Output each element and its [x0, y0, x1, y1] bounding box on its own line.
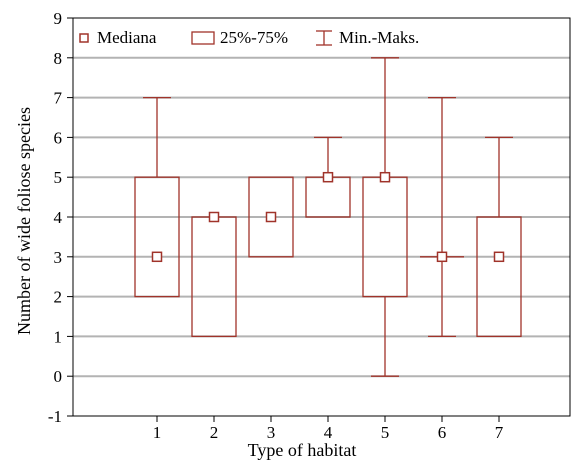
box-group	[248, 176, 294, 258]
y-tick-label: 5	[54, 168, 63, 187]
iqr-box	[362, 176, 408, 298]
box-group	[134, 96, 180, 298]
median-marker	[265, 211, 277, 223]
median-marker	[322, 171, 334, 183]
x-tick-label: 4	[324, 423, 333, 442]
y-tick-label: 2	[54, 288, 63, 307]
box-group	[305, 136, 351, 218]
median-marker	[493, 251, 505, 263]
iqr-box	[134, 176, 180, 298]
x-tick-label: 3	[267, 423, 276, 442]
iqr-box	[476, 216, 522, 338]
y-tick-label: 6	[54, 128, 63, 147]
box-series	[134, 57, 522, 377]
median-marker	[151, 251, 163, 263]
box-group	[191, 211, 237, 338]
y-tick-label: 9	[54, 9, 63, 28]
y-tick-label: 1	[54, 327, 63, 346]
legend-whisker-marker	[316, 30, 332, 46]
legend: Mediana 25%-75% Min.-Maks.	[79, 28, 419, 47]
legend-box-marker	[191, 31, 215, 45]
iqr-box	[191, 216, 237, 338]
y-tick-label: -1	[48, 407, 62, 426]
x-tick-label: 2	[210, 423, 219, 442]
iqr-box	[248, 176, 294, 258]
median-marker	[208, 211, 220, 223]
median-marker	[379, 171, 391, 183]
median-marker	[436, 251, 448, 263]
legend-box-label: 25%-75%	[220, 28, 288, 47]
x-tick-label: 1	[153, 423, 162, 442]
y-tick-label: 8	[54, 49, 63, 68]
x-tick-label: 6	[438, 423, 447, 442]
legend-whisker-label: Min.-Maks.	[339, 28, 419, 47]
y-axis-title: Number of wide foliose species	[14, 107, 34, 335]
y-tick-label: 4	[54, 208, 63, 227]
legend-median-label: Mediana	[97, 28, 157, 47]
legend-median-marker	[79, 33, 89, 43]
x-tick-label: 5	[381, 423, 390, 442]
y-tick-label: 7	[54, 89, 63, 108]
x-axis-title: Type of habitat	[248, 440, 357, 460]
x-tick-label: 7	[495, 423, 504, 442]
box-group	[476, 136, 522, 338]
iqr-box	[305, 176, 351, 218]
y-tick-label: 3	[54, 248, 63, 267]
y-tick-label: 0	[54, 367, 63, 386]
box-group	[362, 57, 408, 377]
y-axis-ticks: 9 8 7 6 5 4 3 2 1 0 -1	[48, 9, 73, 426]
x-axis-ticks: 1 2 3 4 5 6 7	[153, 416, 504, 442]
box-group	[420, 96, 464, 338]
